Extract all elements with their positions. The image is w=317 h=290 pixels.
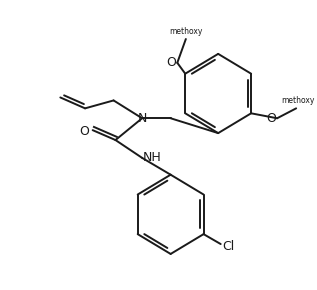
Text: O: O	[79, 125, 89, 138]
Text: N: N	[138, 112, 147, 125]
Text: methoxy: methoxy	[281, 96, 315, 105]
Text: NH: NH	[143, 151, 162, 164]
Text: methoxy: methoxy	[169, 27, 203, 36]
Text: O: O	[267, 112, 276, 125]
Text: Cl: Cl	[222, 240, 234, 253]
Text: O: O	[167, 56, 177, 69]
